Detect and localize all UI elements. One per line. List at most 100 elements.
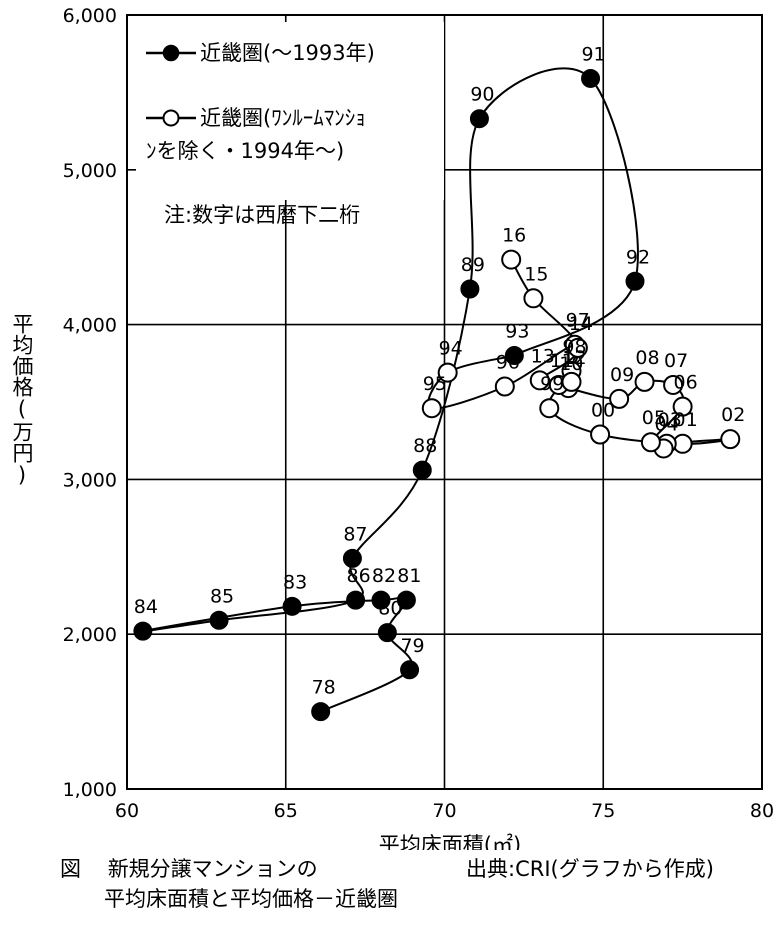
- point-label-12: 12: [562, 347, 586, 369]
- data-markers: [133, 68, 741, 722]
- x-tick-label: 80: [750, 800, 774, 822]
- marker-open-02: [720, 429, 741, 450]
- point-label-88: 88: [413, 435, 437, 457]
- point-label-83: 83: [283, 571, 307, 593]
- x-axis-title: 平均床面積(㎡): [379, 833, 521, 850]
- point-label-01: 01: [674, 409, 698, 431]
- point-label-85: 85: [210, 585, 234, 607]
- y-tick-label: 5,000: [63, 160, 117, 182]
- x-tick-label: 65: [274, 800, 298, 822]
- point-label-93: 93: [505, 321, 529, 343]
- point-label-16: 16: [502, 225, 526, 247]
- marker-open-15: [523, 288, 544, 309]
- marker-filled-80: [377, 623, 397, 643]
- y-tick-label: 3,000: [63, 469, 117, 491]
- x-tick-label: 60: [115, 800, 139, 822]
- legend-label-series-2-line2: ﾝを除く・1994年～): [146, 139, 344, 163]
- point-label-97: 97: [566, 310, 590, 332]
- point-label-95: 95: [423, 373, 447, 395]
- point-label-07: 07: [664, 350, 688, 372]
- marker-filled-92: [625, 271, 645, 291]
- point-label-86: 86: [347, 565, 371, 587]
- marker-open-94: [437, 362, 458, 383]
- point-label-89: 89: [461, 254, 485, 276]
- legend-marker-open: [162, 109, 180, 127]
- y-tick-labels: 1,000 2,000 3,000 4,000 5,000 6,000: [63, 5, 117, 801]
- point-label-91: 91: [581, 43, 605, 65]
- point-label-78: 78: [312, 677, 336, 699]
- figure-caption: 図 新規分譲マンションの 平均床面積と平均価格－近畿圏: [60, 853, 398, 913]
- point-label-06: 06: [674, 372, 698, 394]
- marker-filled-90: [469, 109, 489, 129]
- point-label-82: 82: [372, 565, 396, 587]
- marker-open-08: [634, 371, 655, 392]
- marker-open-99: [539, 398, 560, 419]
- point-label-14: 14: [569, 313, 593, 335]
- chart-note: 注:数字は西暦下二桁: [164, 203, 360, 227]
- point-label-81: 81: [397, 565, 421, 587]
- point-label-09: 09: [610, 364, 634, 386]
- y-tick-label: 6,000: [63, 5, 117, 27]
- point-label-90: 90: [470, 84, 494, 106]
- y-axis-title: 平均価格(万円): [10, 313, 34, 487]
- marker-filled-85: [209, 610, 229, 630]
- point-label-98: 98: [562, 336, 586, 358]
- point-label-05: 05: [642, 407, 666, 429]
- caption-line2: 平均床面積と平均価格－近畿圏: [104, 887, 398, 911]
- y-tick-label: 2,000: [63, 624, 117, 646]
- point-label-02: 02: [721, 404, 745, 426]
- marker-open-13: [529, 370, 550, 391]
- point-label-10: 10: [559, 353, 583, 375]
- legend-label-series-1: 近畿圏(～1993年): [200, 41, 375, 65]
- point-label-79: 79: [400, 635, 424, 657]
- point-label-15: 15: [524, 263, 548, 285]
- marker-open-00: [590, 424, 611, 445]
- legend-box: [136, 22, 444, 200]
- marker-open-96: [494, 376, 515, 397]
- marker-filled-82: [371, 590, 391, 610]
- point-label-08: 08: [635, 347, 659, 369]
- marker-open-07: [663, 374, 684, 395]
- marker-filled-87: [342, 548, 362, 568]
- y-tick-label: 4,000: [63, 315, 117, 337]
- marker-filled-91: [581, 68, 601, 88]
- legend-marker-filled: [162, 44, 180, 62]
- marker-filled-78: [311, 702, 331, 722]
- marker-open-95: [421, 398, 442, 419]
- point-label-87: 87: [343, 523, 367, 545]
- point-label-00: 00: [591, 400, 615, 422]
- point-label-11: 11: [550, 350, 574, 372]
- plot-frame: [126, 14, 763, 790]
- marker-filled-89: [460, 279, 480, 299]
- marker-filled-88: [412, 460, 432, 480]
- legend-label-series-2-line1: 近畿圏(ﾜﾝﾙｰﾑﾏﾝｼｮ: [200, 106, 366, 130]
- point-label-03: 03: [658, 409, 682, 431]
- point-label-80: 80: [378, 598, 402, 620]
- point-label-13: 13: [531, 345, 555, 367]
- y-tick-label: 1,000: [63, 779, 117, 801]
- legend: 近畿圏(～1993年) 近畿圏(ﾜﾝﾙｰﾑﾏﾝｼｮ ﾝを除く・1994年～) 注…: [136, 22, 444, 227]
- caption-line1: 新規分譲マンションの: [107, 857, 318, 881]
- point-label-99: 99: [540, 373, 564, 395]
- marker-filled-86: [346, 590, 366, 610]
- marker-filled-93: [504, 346, 524, 366]
- point-label-94: 94: [439, 338, 463, 360]
- point-label-04: 04: [654, 413, 678, 435]
- marker-filled-79: [400, 660, 420, 680]
- point-label-96: 96: [496, 352, 520, 374]
- marker-filled-81: [396, 590, 416, 610]
- marker-open-12: [561, 371, 582, 392]
- marker-filled-83: [282, 596, 302, 616]
- x-tick-label: 70: [432, 800, 456, 822]
- x-tick-label: 75: [591, 800, 615, 822]
- marker-open-05: [640, 432, 661, 453]
- x-tick-labels: 60 65 70 75 80: [115, 800, 774, 822]
- point-label-92: 92: [626, 246, 650, 268]
- marker-open-14: [567, 337, 588, 358]
- marker-open-06: [672, 396, 693, 417]
- caption-prefix: 図: [60, 857, 81, 881]
- point-label-84: 84: [134, 596, 158, 618]
- marker-open-16: [501, 249, 522, 270]
